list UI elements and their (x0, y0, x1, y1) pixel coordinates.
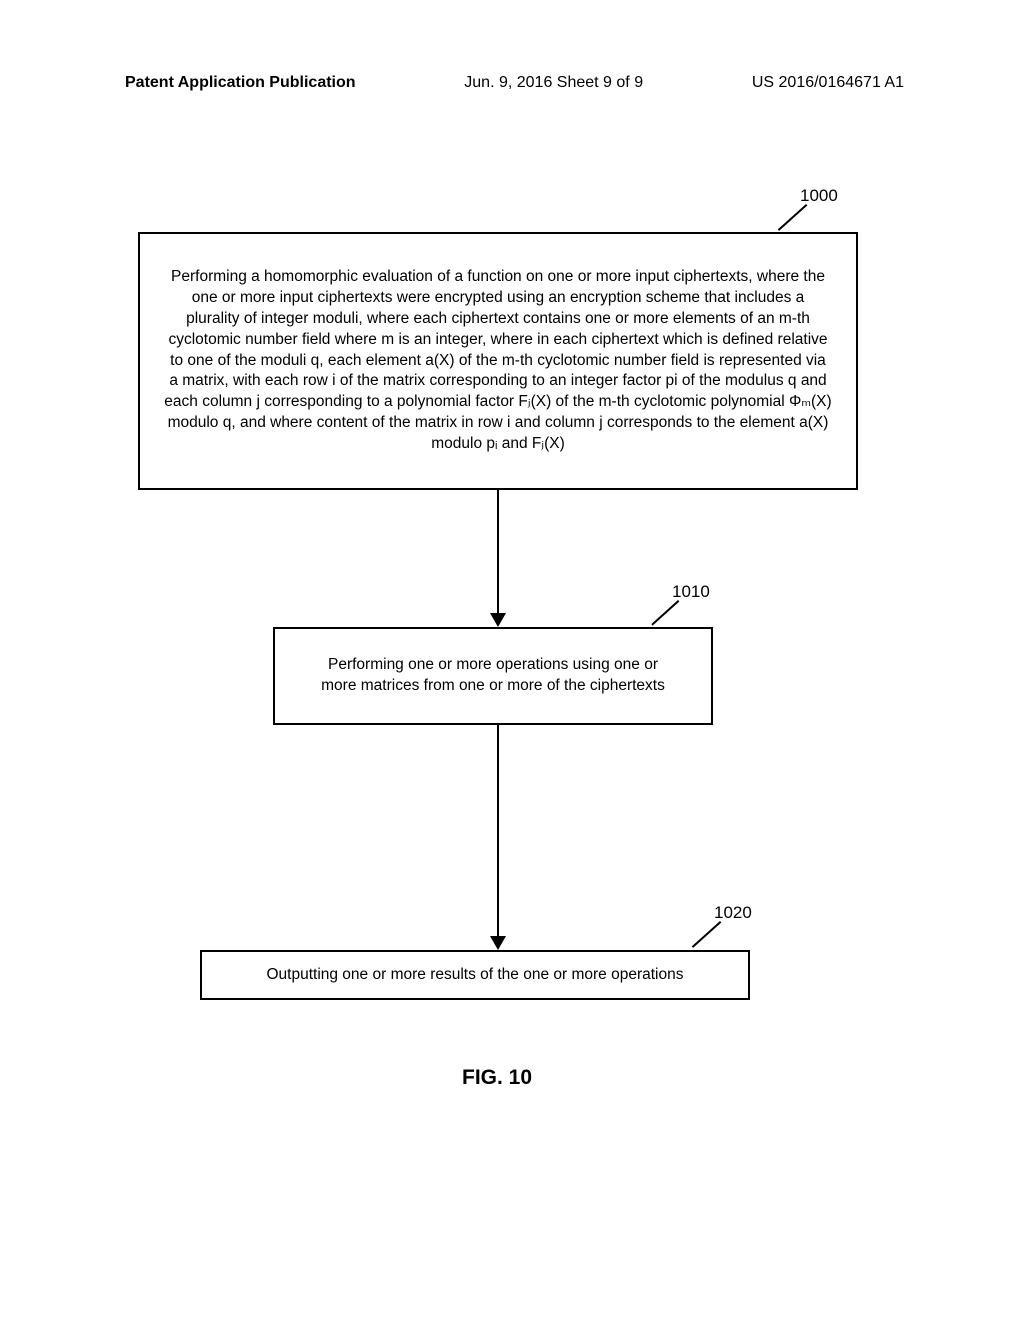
header-right: US 2016/0164671 A1 (752, 74, 904, 92)
flow-box-1000-text: Performing a homomorphic evaluation of a… (140, 234, 856, 488)
arrow-2-line (497, 725, 499, 936)
header-middle: Jun. 9, 2016 Sheet 9 of 9 (464, 74, 643, 92)
arrow-2-head (490, 936, 506, 950)
figure-caption: FIG. 10 (462, 1066, 532, 1090)
arrow-1-head (490, 613, 506, 627)
lead-line-1010 (651, 600, 679, 626)
flow-box-1010: Performing one or more operations using … (273, 627, 713, 725)
flow-box-1020: Outputting one or more results of the on… (200, 950, 750, 1000)
header-left: Patent Application Publication (125, 74, 356, 92)
flow-box-1020-text: Outputting one or more results of the on… (202, 952, 748, 998)
flow-box-1000: Performing a homomorphic evaluation of a… (138, 232, 858, 490)
flow-box-1010-text: Performing one or more operations using … (275, 629, 711, 723)
page-header: Patent Application Publication Jun. 9, 2… (0, 74, 1024, 92)
lead-line-1020 (692, 921, 722, 948)
arrow-1-line (497, 490, 499, 613)
lead-line-1000 (778, 204, 808, 231)
